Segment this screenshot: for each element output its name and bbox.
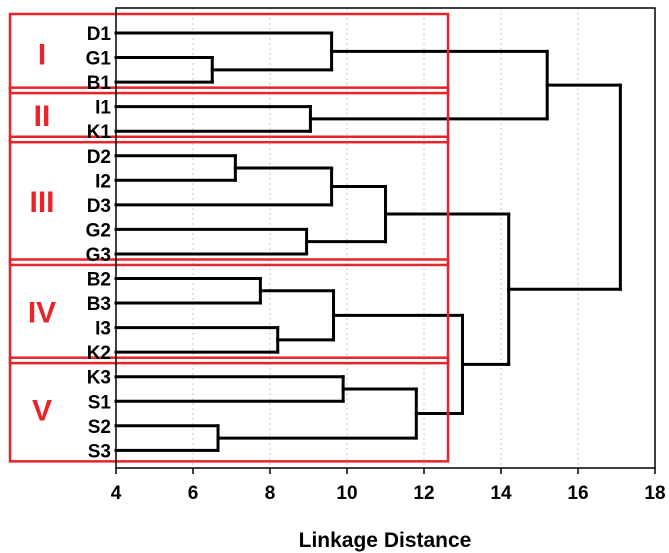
leaf-label: I2 (95, 171, 111, 192)
leaf-label: B2 (87, 270, 111, 291)
leaf-label: G2 (86, 220, 111, 241)
x-tick-label: 4 (111, 483, 122, 504)
group-label: II (34, 100, 51, 133)
group-box (8, 258, 450, 365)
grid-lines (192, 8, 656, 468)
leaf-label: I1 (95, 98, 111, 119)
leaf-label: S2 (88, 417, 111, 438)
group-label: IV (28, 296, 56, 329)
x-axis: 4 6 8 10 12 14 16 18 (111, 7, 666, 504)
group-label: V (32, 395, 52, 428)
group-box (8, 86, 450, 144)
leaf-label: K1 (87, 122, 112, 143)
leaf-label: B3 (87, 294, 111, 315)
leaf-label: B1 (87, 73, 112, 94)
group-label: III (29, 186, 54, 219)
x-tick-label: 6 (188, 483, 199, 504)
leaf-label: S1 (88, 392, 112, 413)
plot-frame (115, 7, 656, 469)
leaf-label: D3 (87, 196, 111, 217)
leaf-labels: D1 G1 B1 I1 K1 D2 I2 D3 G2 G3 B2 B3 I3 K2 K3 S1 S2 S3 (86, 24, 112, 462)
leaf-label: G1 (86, 49, 112, 70)
leaf-label: K3 (87, 368, 111, 389)
x-tick-label: 10 (336, 483, 357, 504)
leaf-label: S3 (88, 441, 111, 462)
leaf-label: D1 (87, 24, 112, 45)
x-tick-label: 8 (265, 483, 276, 504)
x-tick-label: 14 (490, 483, 512, 504)
x-axis-title: Linkage Distance (299, 529, 472, 552)
leaf-label: K2 (87, 343, 111, 364)
x-tick-label: 16 (567, 483, 588, 504)
group-label: I (38, 39, 46, 72)
x-tick-label: 18 (644, 483, 665, 504)
leaf-label: I3 (95, 319, 111, 340)
group-box (8, 12, 450, 95)
leaf-label: D2 (87, 147, 111, 168)
group-box (8, 356, 450, 463)
x-tick-label: 12 (413, 483, 434, 504)
dendrogram-tree (114, 31, 622, 452)
group-box (8, 135, 450, 267)
leaf-label: G3 (86, 245, 111, 266)
